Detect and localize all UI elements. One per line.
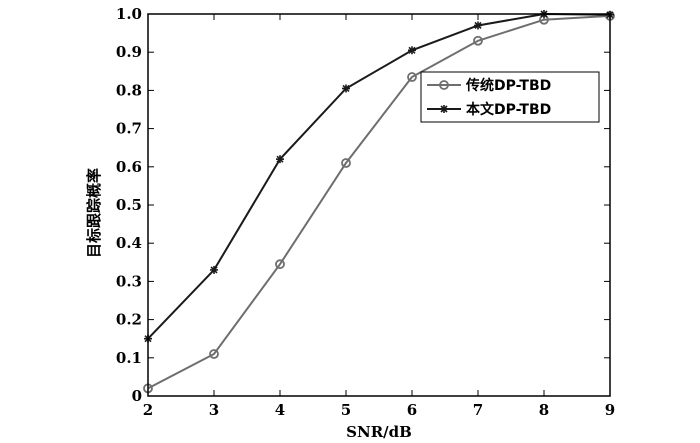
y-tick-label: 0.3 (116, 272, 142, 290)
data-point (407, 72, 417, 82)
y-tick-label: 0.4 (116, 234, 142, 252)
y-axis-title: 目标跟踪概率 (85, 168, 103, 258)
legend-item: 本文DP-TBD (427, 101, 551, 118)
y-tick-label: 0.7 (116, 120, 142, 138)
data-point (275, 259, 285, 270)
x-tick-label: 6 (407, 401, 417, 419)
x-tick-label: 7 (473, 401, 483, 419)
legend-marker (440, 105, 448, 113)
legend-marker (439, 80, 449, 90)
ticks-layer: 2 3 4 5 6 7 8 9 0 0.1 0.2 0.3 0.4 0.5 0.6 0.7 0.8 0.9 1.0 (116, 5, 615, 419)
data-point (210, 265, 218, 274)
x-tick-label: 3 (209, 401, 219, 419)
data-point (276, 155, 284, 164)
series-layer (143, 10, 615, 394)
y-tick-label: 0.9 (116, 43, 142, 61)
x-tick-label: 5 (341, 401, 351, 419)
series-2 (144, 10, 614, 343)
plot-frame (147, 13, 611, 397)
data-point (341, 158, 351, 168)
y-tick-label: 1.0 (116, 5, 142, 23)
data-point (209, 349, 219, 359)
data-point (342, 84, 350, 93)
y-tick-label: 0 (132, 387, 142, 405)
x-axis-title: SNR/dB (346, 423, 412, 441)
legend-label: 本文DP-TBD (466, 101, 551, 118)
x-tick-label: 8 (539, 401, 549, 419)
x-tick-label: 4 (275, 401, 285, 419)
x-tick-label: 9 (605, 401, 615, 419)
y-tick-label: 0.2 (116, 311, 142, 329)
y-tick-label: 0.5 (116, 196, 142, 214)
legend: 传统DP-TBD 本文DP-TBD (420, 71, 600, 123)
series-line (147, 12, 611, 340)
y-tick-label: 0.8 (116, 81, 142, 99)
legend-items: 传统DP-TBD 本文DP-TBD (427, 77, 551, 118)
data-point (473, 35, 483, 46)
legend-item: 传统DP-TBD (427, 77, 551, 94)
data-point (408, 46, 416, 55)
x-tick-label: 2 (143, 401, 153, 419)
y-tick-label: 0.1 (116, 349, 142, 367)
y-tick-label: 0.6 (116, 158, 142, 176)
legend-box (420, 71, 600, 123)
legend-label: 传统DP-TBD (465, 77, 551, 94)
series-line (147, 14, 611, 390)
data-point (474, 21, 482, 30)
